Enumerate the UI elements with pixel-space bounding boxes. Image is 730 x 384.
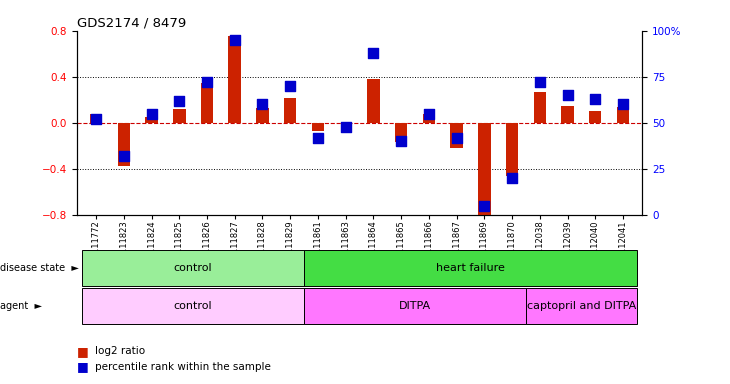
Point [118,153,130,159]
Text: control: control [174,263,212,273]
Bar [228,36,241,123]
Point [589,96,601,102]
Text: agent  ►: agent ► [0,301,42,311]
Point [285,83,296,89]
Point [617,101,629,108]
Text: heart failure: heart failure [436,263,505,273]
Bar [506,123,518,176]
Bar [561,106,574,123]
Text: control: control [174,301,212,311]
Bar [367,79,380,123]
Bar [173,109,185,123]
Point [561,92,573,98]
Point [91,116,102,122]
Bar [312,123,324,131]
Bar [90,114,102,123]
Point [201,79,213,85]
Bar [118,123,130,166]
Point [506,175,518,181]
Point [229,37,241,43]
Bar [534,92,546,123]
Point [367,50,379,56]
Point [312,134,324,141]
Point [450,134,462,141]
Bar [450,123,463,148]
Text: disease state  ►: disease state ► [0,263,79,273]
Bar [617,107,629,123]
Point [174,98,185,104]
Point [423,111,434,117]
Point [146,111,158,117]
Point [257,101,269,108]
Text: ■: ■ [77,360,88,373]
Text: ■: ■ [77,345,88,358]
Point [340,124,352,130]
Text: DITPA: DITPA [399,301,431,311]
Point [478,203,490,209]
Bar [145,117,158,123]
Bar [478,123,491,217]
Bar [395,123,407,142]
Bar [589,111,602,123]
Text: GDS2174 / 8479: GDS2174 / 8479 [77,17,186,30]
Point [395,138,407,144]
Bar [201,83,213,123]
Text: captopril and DITPA: captopril and DITPA [527,301,636,311]
Text: percentile rank within the sample: percentile rank within the sample [95,362,271,372]
Bar [423,114,435,123]
Point [534,79,545,85]
Text: log2 ratio: log2 ratio [95,346,145,356]
Bar [256,108,269,123]
Bar [284,98,296,123]
